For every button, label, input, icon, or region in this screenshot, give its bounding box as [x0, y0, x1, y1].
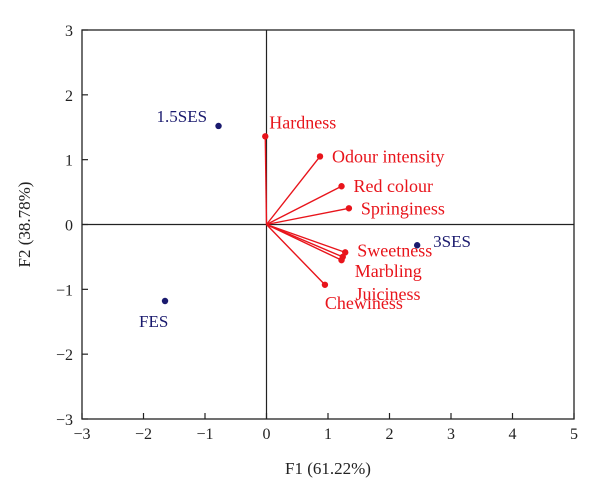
observation-point [215, 122, 222, 130]
variable-label: Red colour [354, 176, 433, 196]
x-tick-label: 3 [447, 426, 455, 443]
x-tick-label: 5 [570, 426, 578, 443]
variable-vector-line [266, 223, 342, 261]
x-tick-label: −2 [135, 426, 152, 443]
observation-label: 3SES [433, 232, 471, 251]
variable-label: Hardness [269, 112, 336, 132]
y-axis-ticks: 3 2 1 0 −1 −2 −3 [56, 23, 88, 429]
variable-vector-line [266, 207, 350, 226]
y-tick-label: −2 [56, 347, 73, 364]
variable-vector-point [321, 281, 329, 288]
variable-label: Sweetness [357, 240, 432, 260]
variable-vector-line [266, 223, 346, 254]
x-tick-label: −3 [73, 426, 90, 443]
y-tick-label: 0 [65, 218, 73, 235]
variable-vector-point [262, 133, 269, 140]
observation-label: 1.5SES [157, 107, 208, 126]
y-tick-label: 1 [65, 153, 73, 170]
variable-label: Chewiness [325, 293, 403, 313]
variable-vectors: Hardness Odour intensity Red colourSpringi… [262, 112, 445, 313]
y-tick-label: 2 [65, 88, 73, 105]
variable-vector-line [265, 224, 326, 286]
observation-point [161, 297, 169, 305]
variable-vector-point [316, 153, 324, 160]
x-tick-label: 1 [324, 426, 332, 443]
observation-points: 1.5SES 3SES FES [139, 107, 471, 331]
x-tick-label: 4 [509, 426, 517, 443]
variable-label: Odour intensity [332, 146, 445, 166]
variable-vector-point [345, 205, 353, 212]
y-tick-label: −3 [56, 412, 73, 429]
variable-label: Marbling [355, 261, 422, 281]
x-tick-label: 0 [263, 426, 271, 443]
x-tick-label: 2 [386, 426, 394, 443]
observation-point [413, 242, 421, 249]
y-tick-label: 3 [65, 23, 73, 40]
variable-vector-line [265, 155, 321, 225]
variable-vector-point [338, 183, 345, 190]
x-axis-title: F1 (61.22%) [285, 459, 371, 478]
variable-vector-line [264, 136, 268, 225]
observation-label: FES [139, 312, 168, 331]
y-axis-title: F2 (38.78%) [15, 182, 34, 268]
variable-vector-line [266, 185, 342, 226]
variable-label: Juiciness [356, 284, 421, 304]
y-tick-label: −1 [56, 282, 73, 299]
x-tick-label: −1 [196, 426, 213, 443]
x-axis-ticks: −3 −2 −1 0 1 2 3 4 5 [73, 413, 578, 443]
variable-label: Springiness [361, 198, 445, 218]
variable-vector-point [338, 256, 345, 264]
